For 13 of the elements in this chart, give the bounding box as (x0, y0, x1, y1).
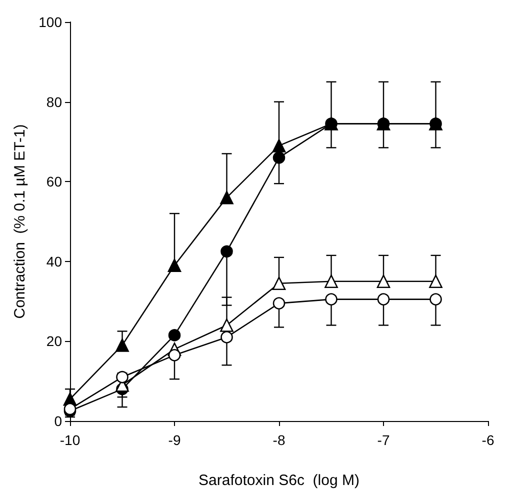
x-tick-label: -8 (272, 432, 286, 448)
y-tick-label: 100 (38, 14, 62, 30)
y-tick-label: 80 (46, 94, 62, 110)
x-tick-label: -10 (60, 432, 80, 448)
x-tick-label: -9 (168, 432, 181, 448)
x-tick-label: -6 (482, 432, 494, 448)
y-tick-label: 40 (46, 253, 62, 270)
x-axis-title: Sarafotoxin S6c (log M) (198, 472, 360, 489)
x-tick-label: -7 (377, 432, 390, 448)
y-tick-label: 60 (46, 174, 62, 190)
y-tick-label: 20 (46, 333, 62, 350)
y-axis-title: Contraction (% 0.1 µM ET-1) (12, 124, 29, 319)
y-tick-label: 0 (54, 413, 62, 429)
